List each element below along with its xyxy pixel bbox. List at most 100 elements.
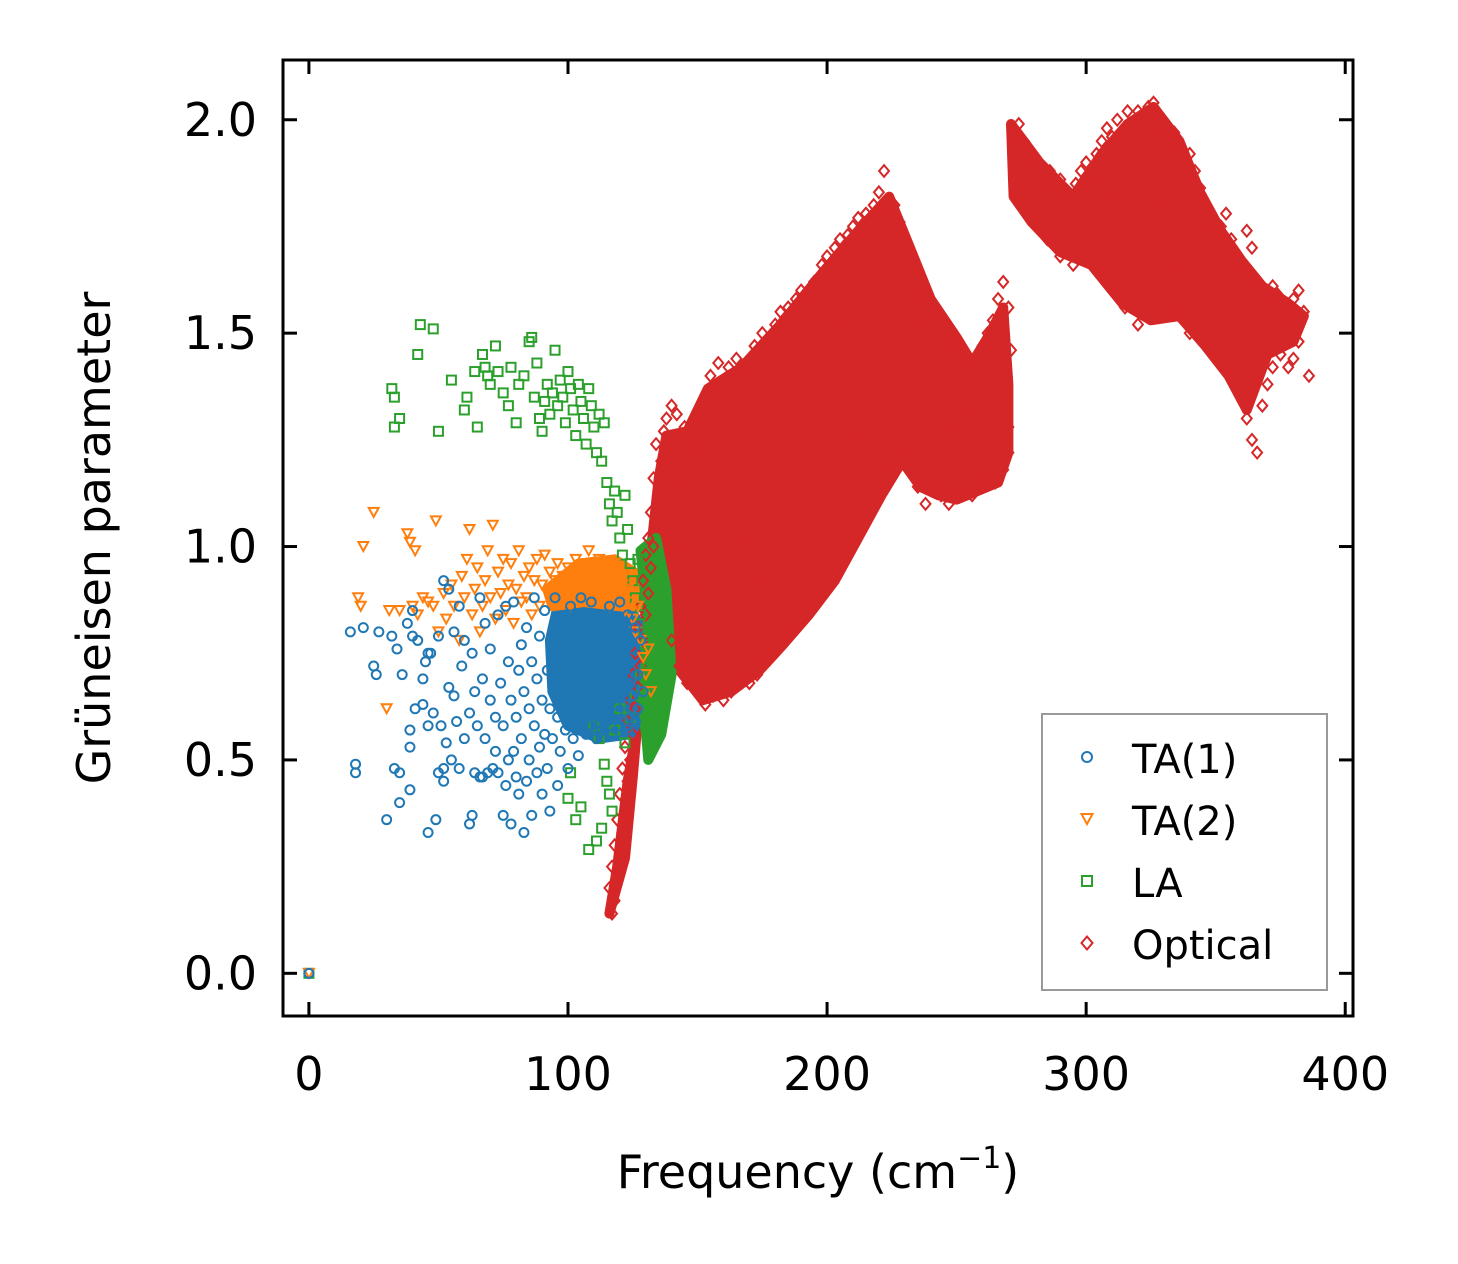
point-ta2-30 [473, 626, 487, 639]
point-optical-281 [1209, 274, 1222, 290]
point-optical-273 [1281, 359, 1295, 375]
point-optical-188 [996, 398, 1010, 414]
point-ta2-71 [579, 575, 593, 588]
point-ta1-117 [554, 745, 566, 757]
point-optical-64 [815, 257, 829, 273]
point-optical-45 [691, 445, 704, 461]
point-optical-240 [1266, 278, 1279, 294]
point-optical-165 [950, 419, 963, 435]
point-optical-176 [704, 445, 717, 461]
point-optical-272 [1274, 347, 1287, 362]
point-la-38 [554, 374, 566, 386]
point-ta2-77 [595, 562, 609, 575]
point-la-74 [647, 652, 659, 663]
point-la-83 [601, 775, 613, 787]
point-optical-55 [756, 325, 769, 341]
point-ta1-76 [502, 754, 514, 766]
point-optical-86 [939, 317, 953, 333]
point-ta2-95 [641, 643, 655, 656]
point-ta1-90 [521, 775, 533, 787]
point-ta2-52 [530, 553, 544, 566]
point-la-61 [614, 532, 626, 544]
point-optical-65 [820, 248, 834, 264]
point-la-78 [658, 617, 670, 629]
point-ta1-106 [541, 762, 553, 774]
point-ta1-85 [513, 788, 525, 800]
point-optical-95 [986, 312, 1000, 328]
point-optical-174 [885, 445, 899, 461]
x-tick-label-2: 200 [783, 1047, 871, 1101]
point-ta2-4 [367, 506, 381, 519]
point-optical-53 [743, 355, 756, 371]
point-ta1-62 [479, 733, 491, 745]
point-optical-267 [1245, 432, 1259, 448]
point-la-18 [489, 340, 501, 352]
point-ta1-153 [601, 716, 613, 728]
point-optical-282 [1235, 304, 1248, 320]
point-optical-49 [717, 376, 730, 392]
point-optical-249 [1028, 214, 1041, 230]
point-ta2-42 [504, 558, 518, 571]
point-ta1-82 [510, 771, 522, 783]
point-ta1-154 [603, 600, 615, 612]
point-optical-236 [1245, 240, 1259, 256]
point-optical-285 [1092, 223, 1106, 239]
point-ta2-82 [607, 583, 622, 596]
point-ta1-157 [606, 728, 618, 740]
point-ta2-21 [447, 600, 461, 613]
point-ta2-87 [620, 583, 635, 596]
point-optical-98 [1002, 300, 1015, 315]
point-optical-147 [807, 411, 821, 426]
point-ta1-168 [622, 724, 634, 736]
point-optical-0 [605, 906, 619, 921]
point-la-60 [611, 506, 623, 518]
point-optical-233 [1230, 248, 1243, 264]
point-ta2-33 [481, 545, 495, 558]
point-optical-34 [644, 504, 658, 520]
point-ta2-57 [543, 566, 557, 579]
point-optical-200 [1059, 184, 1072, 200]
point-optical-212 [1121, 103, 1134, 119]
point-optical-12 [616, 761, 629, 776]
point-la-47 [578, 413, 590, 424]
point-optical-103 [691, 684, 704, 700]
point-optical-206 [1090, 146, 1103, 162]
point-ta2-66 [566, 579, 580, 592]
point-ta2-2 [354, 600, 368, 613]
point-la-29 [531, 357, 543, 369]
point-la-51 [588, 421, 600, 433]
point-optical-115 [794, 615, 808, 631]
point-ta1-59 [476, 673, 488, 685]
point-optical-100 [665, 633, 678, 648]
point-optical-192 [1017, 133, 1031, 149]
point-ta2-91 [631, 600, 645, 613]
point-la-59 [609, 485, 621, 497]
point-optical-217 [1147, 95, 1160, 111]
point-optical-218 [1152, 108, 1165, 123]
point-optical-131 [927, 479, 940, 495]
point-ta1-29 [425, 647, 437, 659]
point-ta1-45 [453, 762, 465, 774]
point-ta2-50 [525, 609, 539, 622]
point-optical-234 [1235, 257, 1248, 273]
point-optical-254 [1092, 265, 1106, 281]
point-ta1-107 [541, 664, 553, 676]
point-ta1-113 [549, 592, 561, 604]
legend: TA(1) TA(2) LA Optical [1041, 713, 1328, 991]
point-optical-77 [893, 214, 906, 230]
point-la-92 [562, 792, 574, 804]
point-ta1-83 [510, 711, 522, 723]
point-ta1-40 [443, 681, 455, 693]
point-optical-189 [1002, 419, 1015, 435]
point-optical-59 [781, 300, 795, 315]
point-ta1-84 [513, 664, 525, 676]
point-optical-243 [1281, 304, 1295, 320]
point-ta1-143 [588, 639, 600, 651]
point-ta1-88 [518, 826, 530, 838]
point-ta1-97 [528, 592, 540, 604]
point-optical-1 [608, 893, 621, 909]
point-la-19 [492, 366, 504, 378]
point-la-79 [660, 647, 672, 659]
point-optical-253 [1079, 240, 1093, 256]
point-optical-71 [859, 206, 873, 222]
